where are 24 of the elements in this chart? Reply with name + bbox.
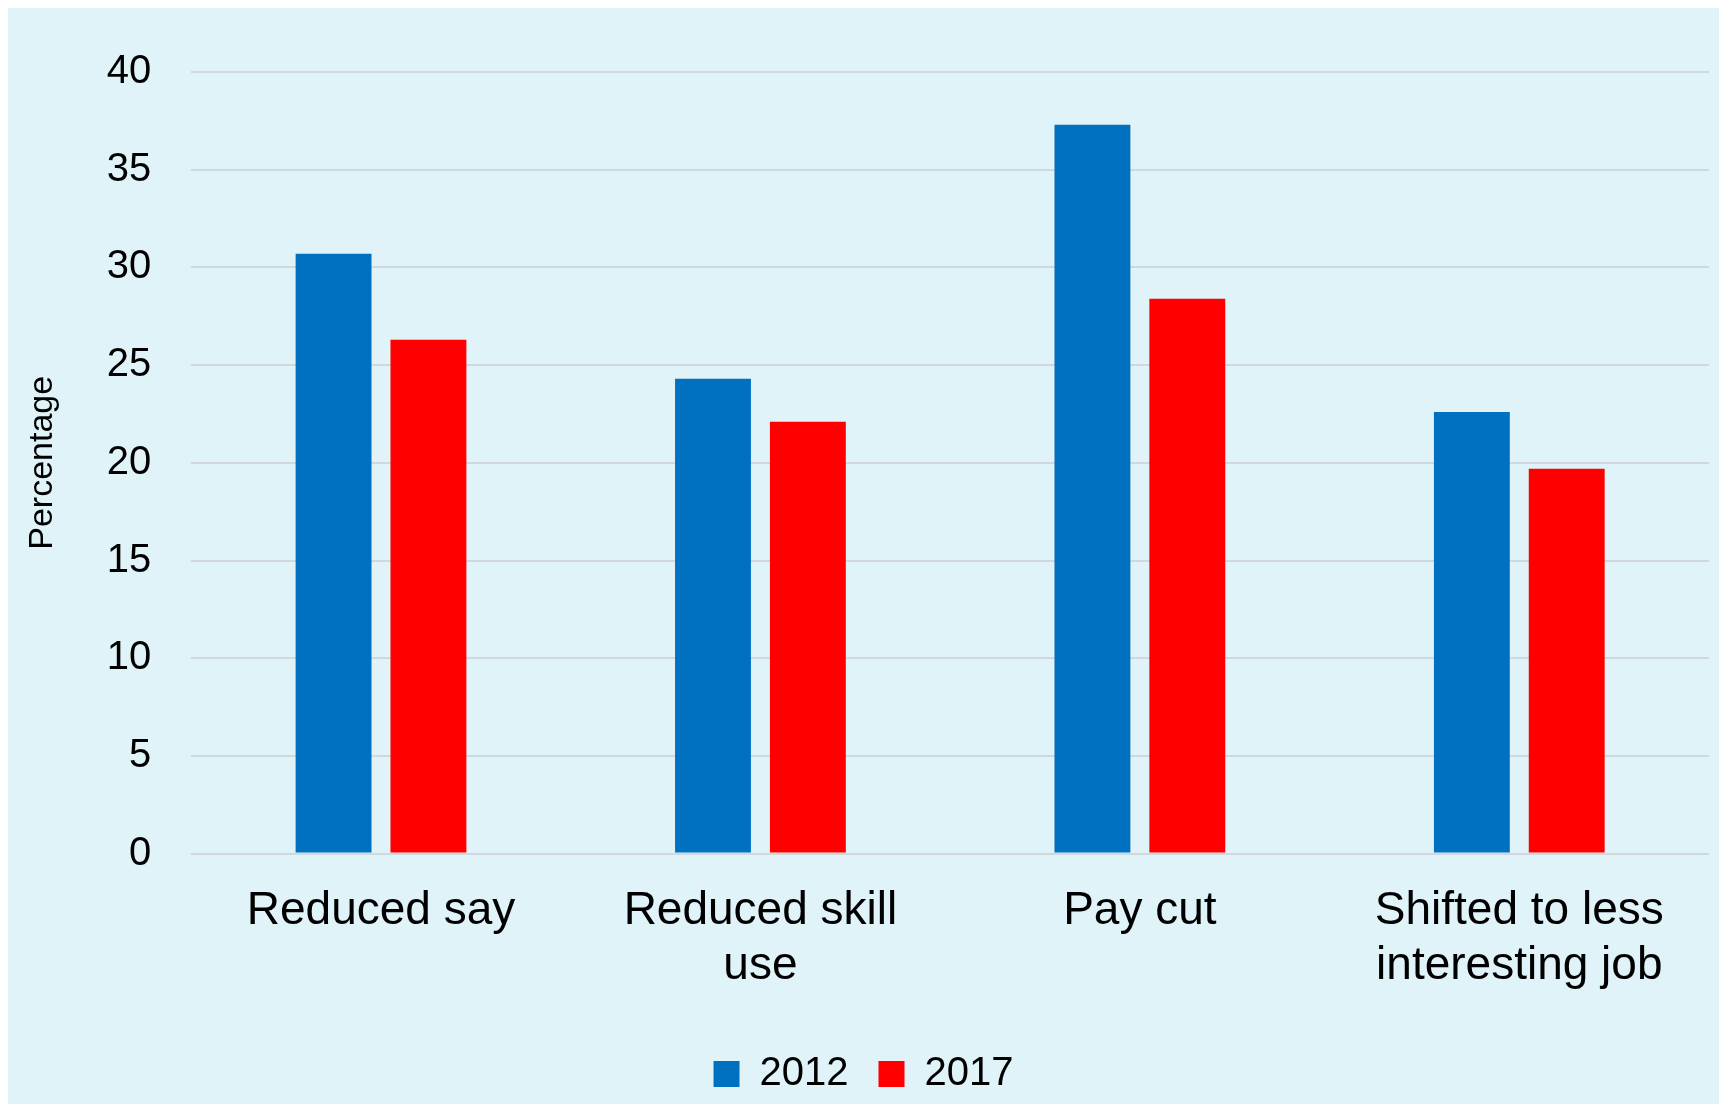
y-axis-title: Percentage bbox=[20, 375, 59, 550]
x-tick-label: Shifted to less interesting job bbox=[1374, 881, 1664, 990]
y-tick-label: 5 bbox=[129, 730, 152, 775]
y-tick-label: 30 bbox=[106, 242, 152, 287]
y-tick-label: 15 bbox=[106, 535, 152, 580]
y-tick-label: 35 bbox=[106, 144, 152, 189]
bar bbox=[1433, 412, 1510, 853]
y-tick-label: 0 bbox=[129, 828, 152, 873]
bar bbox=[390, 339, 467, 853]
x-tick-label: Pay cut bbox=[1063, 881, 1217, 934]
x-tick-label: Reduced skill use bbox=[623, 881, 898, 990]
bar bbox=[675, 378, 751, 853]
bar bbox=[1528, 468, 1605, 853]
legend-label: 2017 bbox=[924, 1049, 1014, 1094]
bar bbox=[1054, 124, 1131, 853]
bar bbox=[295, 253, 372, 853]
y-tick-label: 40 bbox=[106, 47, 152, 92]
bar bbox=[769, 421, 846, 853]
y-tick-label: 10 bbox=[106, 633, 152, 678]
x-tick-label: Reduced say bbox=[246, 881, 516, 934]
legend-label: 2012 bbox=[759, 1049, 849, 1094]
y-tick-label: 20 bbox=[106, 437, 152, 482]
y-tick-label: 25 bbox=[106, 340, 152, 385]
bar bbox=[1149, 298, 1226, 853]
